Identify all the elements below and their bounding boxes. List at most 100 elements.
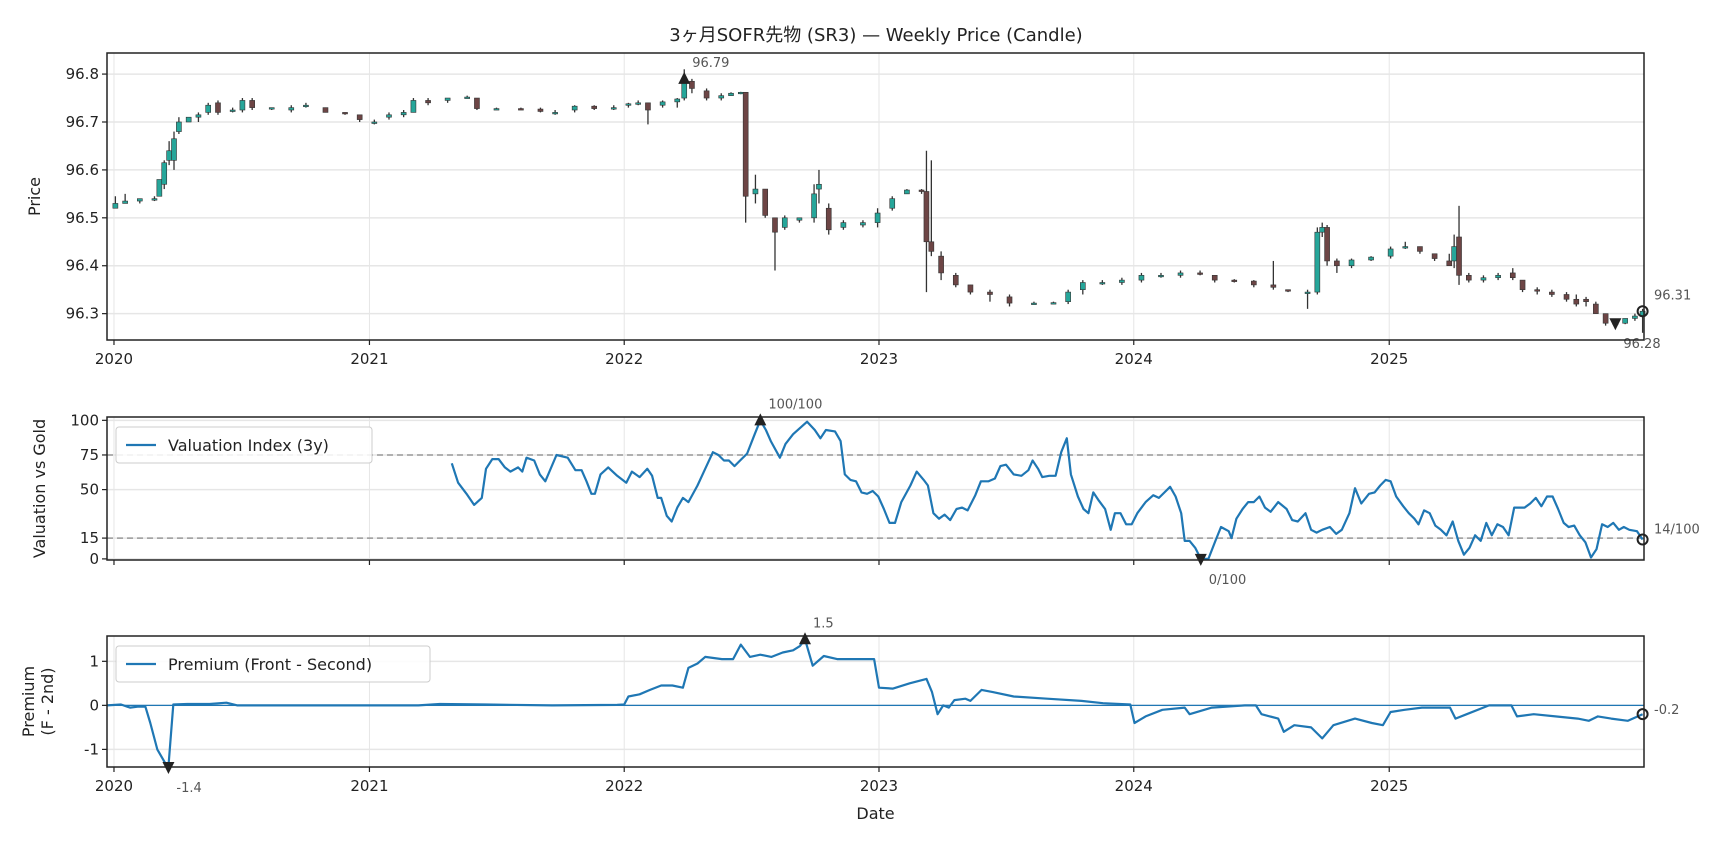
candle: [635, 100, 641, 106]
candle: [689, 78, 695, 94]
candle: [1480, 275, 1487, 283]
x-axis-label: Date: [856, 804, 894, 823]
candle: [928, 160, 935, 257]
candle-body: [1549, 291, 1555, 295]
candle-body: [1495, 275, 1501, 279]
candle-body: [151, 198, 158, 201]
candle-body: [728, 92, 734, 96]
candle-body: [811, 193, 817, 219]
x-tick-label: 2025: [1370, 350, 1408, 368]
candle: [796, 217, 803, 223]
candle: [1099, 280, 1106, 285]
candle-body: [952, 275, 959, 286]
axes-frame: [106, 635, 1645, 768]
candle: [1080, 280, 1086, 295]
candle: [176, 117, 182, 134]
candle-body: [1270, 284, 1277, 288]
candle-body: [1080, 282, 1086, 290]
candle-body: [371, 121, 378, 124]
candle: [288, 105, 295, 113]
candle: [122, 193, 128, 204]
candle: [659, 100, 666, 108]
candle: [591, 105, 598, 111]
candle-body: [625, 103, 632, 106]
candle: [923, 150, 930, 293]
y-tick-label: 75: [80, 446, 99, 464]
series-line: [106, 638, 1644, 769]
candle-body: [1251, 280, 1257, 286]
candle: [952, 272, 959, 288]
candle-body: [610, 107, 617, 110]
candle-body: [1593, 303, 1599, 314]
last-label: 14/100: [1654, 522, 1700, 537]
candle: [742, 91, 749, 223]
candle: [772, 217, 778, 271]
candle: [1324, 225, 1330, 266]
candle: [185, 116, 192, 123]
y-tick-label: -1: [84, 740, 99, 758]
candle-body: [342, 112, 348, 115]
candle: [1583, 296, 1589, 307]
candle-body: [1099, 282, 1106, 285]
candle-body: [1314, 231, 1321, 293]
candle: [904, 189, 910, 195]
last-label: -0.2: [1654, 703, 1679, 718]
candle: [552, 110, 558, 115]
y-tick-label: 96.3: [66, 305, 99, 323]
candle-body: [1387, 248, 1394, 257]
candle: [645, 102, 651, 125]
max-marker-icon: [754, 413, 767, 426]
candle: [1446, 253, 1453, 267]
candle-body: [718, 95, 725, 99]
x-tick-label: 2023: [860, 777, 898, 795]
candle-body: [205, 104, 212, 113]
last-marker-icon: [1636, 533, 1649, 546]
candle-body: [889, 198, 896, 209]
candle-body: [1466, 275, 1472, 281]
candle: [918, 189, 925, 194]
candle: [268, 107, 275, 111]
y-axis-label: Premium: [19, 666, 38, 737]
candle: [1451, 234, 1457, 269]
candle: [1231, 279, 1238, 283]
legend: Valuation Index (3y): [115, 426, 373, 464]
candle: [371, 119, 378, 125]
candle: [537, 107, 544, 113]
candle-body: [571, 105, 578, 111]
x-tick-label: 2022: [605, 777, 643, 795]
x-tick-label: 2022: [605, 350, 643, 368]
max-label: 100/100: [768, 397, 822, 412]
y-tick-label: 0: [89, 696, 99, 714]
candle: [1065, 289, 1071, 305]
max-label: 96.79: [692, 56, 729, 71]
candle-body: [1519, 279, 1526, 290]
candle: [625, 102, 632, 108]
candle: [1319, 222, 1326, 237]
y-axis-label: Price: [25, 177, 44, 216]
candle-body: [737, 91, 744, 95]
axes-frame: [106, 52, 1645, 341]
candle: [728, 92, 734, 96]
candle-body: [1334, 260, 1340, 267]
candle: [874, 208, 881, 228]
candle-body: [474, 97, 480, 109]
legend-box: [115, 426, 373, 464]
candle-body: [249, 100, 255, 108]
candle-body: [816, 183, 822, 190]
candle: [400, 110, 407, 118]
candle-body: [928, 241, 935, 252]
candle: [1632, 313, 1638, 321]
candle: [1158, 272, 1164, 278]
min-label: 0/100: [1209, 573, 1246, 588]
candle: [816, 169, 822, 204]
candle-body: [645, 102, 651, 111]
candle-body: [1602, 313, 1609, 324]
candle-body: [796, 217, 803, 221]
candle-body: [1534, 289, 1541, 292]
candle-body: [1324, 227, 1330, 262]
candle-body: [195, 114, 202, 118]
candle-body: [689, 80, 695, 89]
y-tick-label: 100: [70, 411, 99, 429]
candle: [1031, 301, 1037, 305]
